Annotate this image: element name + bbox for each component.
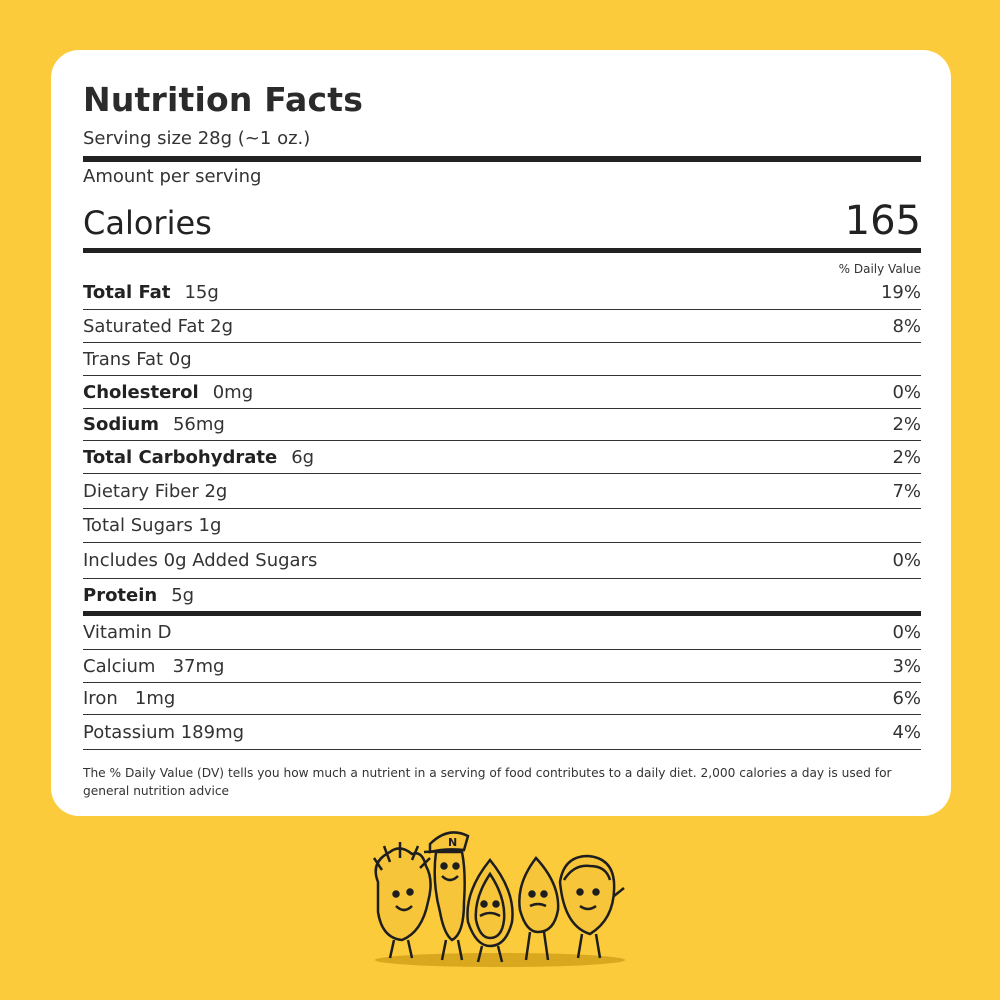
- ground-shadow: [375, 953, 625, 967]
- nutrient-percent: 0%: [892, 622, 921, 643]
- nutrient-amount: 6g: [291, 446, 315, 468]
- calories-divider: [83, 248, 921, 253]
- hairy-nut-character: [372, 842, 432, 959]
- nutrient-amount: Total Sugars 1g: [83, 515, 222, 536]
- almond-nut-character: [466, 858, 514, 963]
- nutrient-row: Potassium 189mg 4%: [83, 715, 921, 750]
- round-nut-character: [558, 854, 625, 959]
- nutrient-name: Total Carbohydrate: [83, 446, 278, 468]
- nutrient-percent: 0%: [892, 381, 921, 403]
- nutrient-amount: Includes 0g Added Sugars: [83, 550, 318, 571]
- nutrient-row: Trans Fat 0g: [83, 343, 921, 376]
- nutrient-amount: 5g: [171, 584, 195, 606]
- nutrient-row: Cholesterol 0mg 0%: [83, 376, 921, 409]
- nutrient-row: Total Fat 15g 19%: [83, 275, 921, 310]
- calories-value: 165: [844, 198, 921, 244]
- nutrient-percent: 4%: [892, 721, 921, 743]
- calories-label: Calories: [83, 204, 212, 242]
- nutrient-amount: Iron 1mg: [83, 688, 176, 709]
- thick-divider: [83, 156, 921, 162]
- nutrient-percent: 2%: [892, 446, 921, 468]
- nutrient-row: Vitamin D 0%: [83, 616, 921, 650]
- nutrient-name: Sodium: [83, 414, 159, 435]
- nutrient-percent: 8%: [892, 315, 921, 337]
- nutrient-row: Includes 0g Added Sugars 0%: [83, 543, 921, 579]
- nutrient-percent: 7%: [892, 480, 921, 502]
- nutrient-row: Calcium 37mg 3%: [83, 650, 921, 683]
- nutrient-amount: Vitamin D: [83, 622, 172, 643]
- nutrient-amount: 56mg: [172, 414, 225, 435]
- label-title: Nutrition Facts: [83, 80, 364, 119]
- nutrient-row: Total Sugars 1g: [83, 509, 921, 543]
- nutrient-amount: Dietary Fiber 2g: [83, 480, 228, 502]
- nutrient-row: Saturated Fat 2g 8%: [83, 310, 921, 343]
- nutrient-percent: 6%: [892, 688, 921, 709]
- nutrient-amount: Calcium 37mg: [83, 655, 225, 677]
- nutrient-row: Total Carbohydrate 6g 2%: [83, 441, 921, 474]
- nutrient-amount: Trans Fat 0g: [83, 348, 192, 370]
- nutrient-percent: 2%: [892, 414, 921, 435]
- nutrient-row: Iron 1mg 6%: [83, 683, 921, 715]
- amount-per-serving: Amount per serving: [83, 166, 262, 187]
- nutrient-percent: 3%: [892, 655, 921, 677]
- nutrient-name: Protein: [83, 584, 158, 606]
- cap-letter: N: [448, 836, 457, 849]
- nutrient-rows: Total Fat 15g 19% Saturated Fat 2g 8% Tra…: [83, 275, 921, 750]
- cap-nut-character: [423, 831, 470, 961]
- nutrient-name: Cholesterol: [83, 381, 199, 403]
- daily-value-footnote: The % Daily Value (DV) tells you how muc…: [83, 766, 892, 798]
- nutrient-amount: 0mg: [212, 381, 254, 403]
- nutrition-label-card: Nutrition Facts Serving size 28g (~1 oz.…: [51, 50, 951, 816]
- drop-nut-character: [518, 856, 560, 961]
- nut-mascots-illustration: N: [372, 831, 625, 967]
- nutrient-row: Dietary Fiber 2g 7%: [83, 474, 921, 509]
- nutrient-row: Sodium 56mg 2%: [83, 409, 921, 441]
- serving-size: Serving size 28g (~1 oz.): [83, 128, 311, 149]
- nutrient-percent: 0%: [892, 550, 921, 571]
- nutrient-amount: Potassium 189mg: [83, 721, 245, 743]
- nutrient-amount: 15g: [184, 281, 219, 303]
- daily-value-header: % Daily Value: [838, 262, 921, 276]
- nutrient-name: Total Fat: [83, 281, 171, 303]
- nutrient-amount: Saturated Fat 2g: [83, 315, 234, 337]
- nutrient-row: Protein 5g: [83, 579, 921, 616]
- nutrient-percent: 19%: [880, 281, 921, 303]
